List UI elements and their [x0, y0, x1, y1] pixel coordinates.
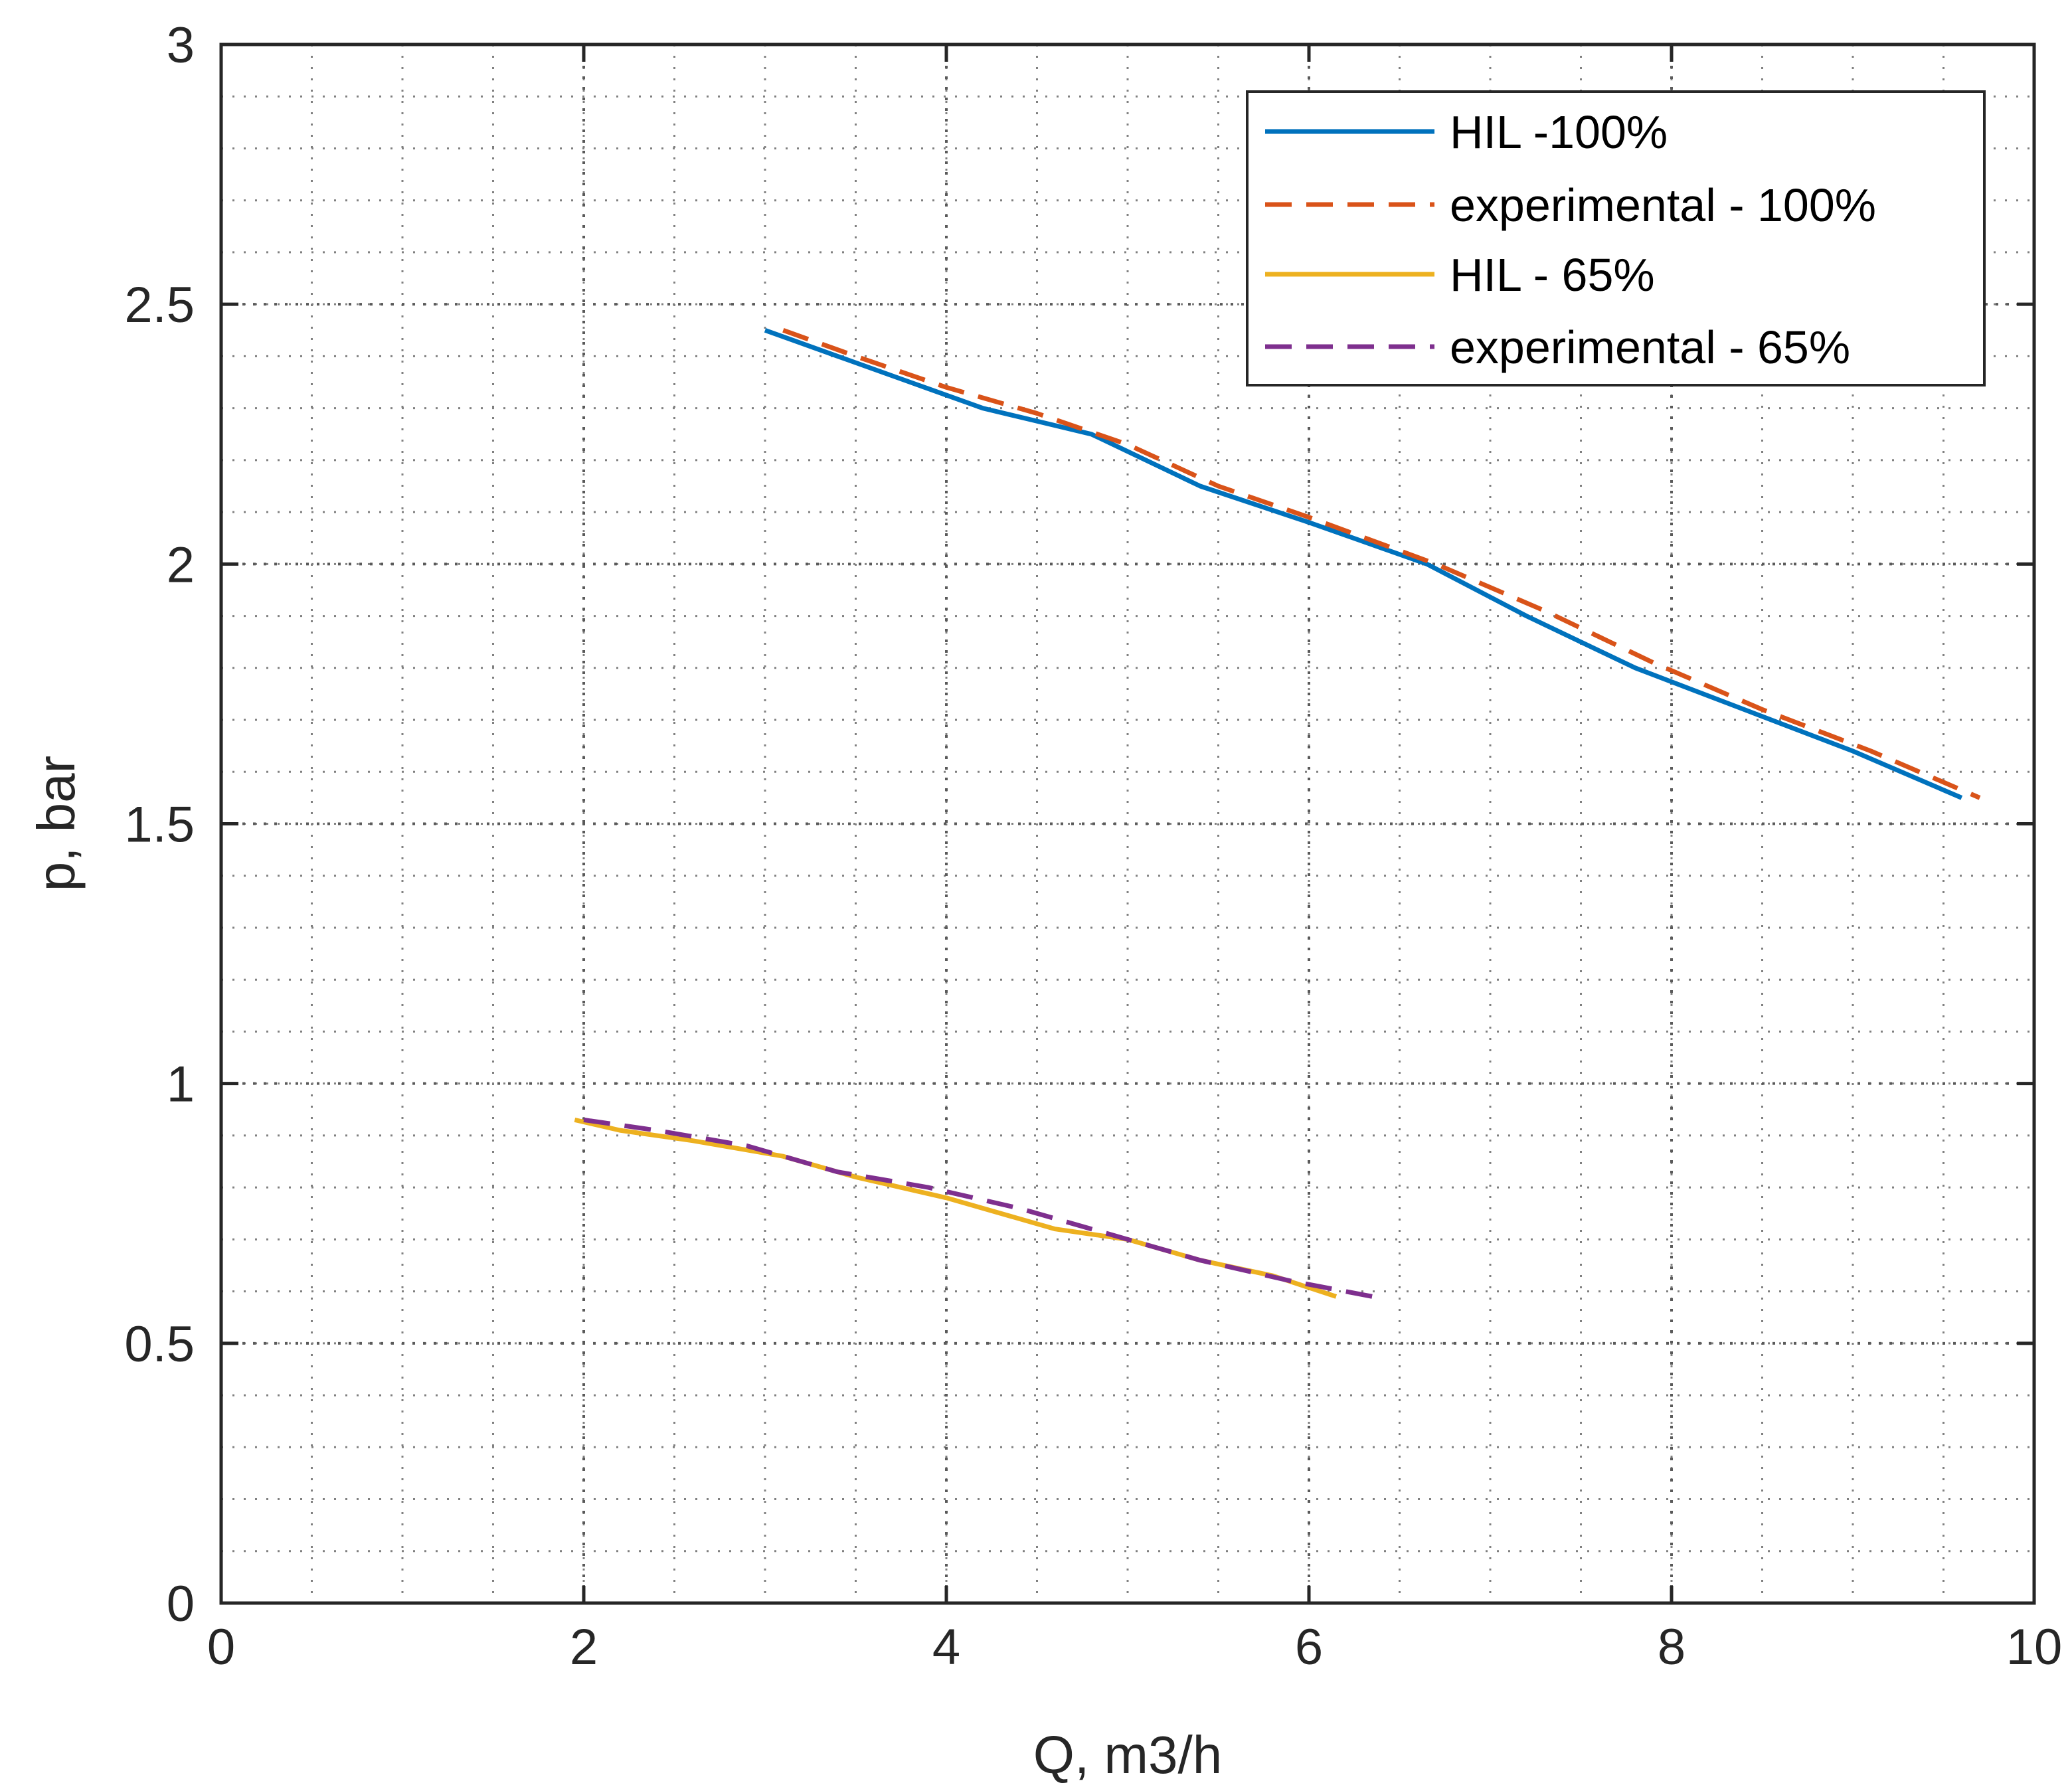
legend-entry-experimental-65: experimental - 65% — [1265, 321, 1850, 373]
legend: HIL -100% experimental - 100% HIL - 65% … — [1246, 90, 1986, 386]
x-tick-label: 10 — [2006, 1619, 2063, 1675]
y-axis-label: p, bar — [27, 756, 86, 892]
axis-ticks — [219, 43, 2036, 1605]
legend-entry-experimental-100: experimental - 100% — [1265, 179, 1876, 231]
series-line-experimental-65 — [583, 1117, 1373, 1299]
x-tick-label: 8 — [1658, 1619, 1685, 1675]
y-tick-label: 0.5 — [124, 1316, 195, 1373]
x-axis-label: Q, m3/h — [1033, 1725, 1223, 1784]
x-tick-label: 0 — [207, 1619, 235, 1675]
y-tick-label: 1.5 — [124, 797, 195, 853]
y-tick-label: 2 — [167, 537, 195, 593]
x-tick-label: 2 — [570, 1619, 598, 1675]
x-tick-label: 4 — [932, 1619, 960, 1675]
x-tick-label: 6 — [1295, 1619, 1323, 1675]
y-tick-label: 3 — [167, 17, 195, 74]
series-line-hil-65 — [574, 1117, 1338, 1299]
legend-label-hil-100: HIL -100% — [1450, 106, 1668, 158]
series-lines — [574, 328, 1981, 1299]
series-line-hil-100 — [764, 328, 1963, 800]
legend-label-experimental-100: experimental - 100% — [1450, 179, 1876, 231]
legend-label-hil-65: HIL - 65% — [1450, 249, 1655, 301]
y-tick-label: 0 — [167, 1576, 195, 1632]
y-tick-labels: 0 0.5 1 1.5 2 2.5 3 — [124, 17, 195, 1632]
legend-box — [1246, 90, 1986, 386]
legend-entry-hil-65: HIL - 65% — [1265, 249, 1655, 301]
series-line-experimental-100 — [782, 328, 1981, 800]
y-tick-label: 1 — [167, 1057, 195, 1113]
x-tick-labels: 0 2 4 6 8 10 — [207, 1619, 2062, 1675]
legend-entry-hil-100: HIL -100% — [1265, 106, 1668, 158]
legend-label-experimental-65: experimental - 65% — [1450, 321, 1850, 373]
y-tick-label: 2.5 — [124, 277, 195, 333]
